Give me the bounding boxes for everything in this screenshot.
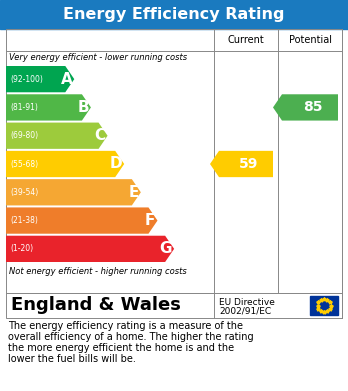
Text: Energy Efficiency Rating: Energy Efficiency Rating — [63, 7, 285, 22]
Text: (39-54): (39-54) — [10, 188, 38, 197]
Text: Not energy efficient - higher running costs: Not energy efficient - higher running co… — [9, 267, 187, 276]
Text: overall efficiency of a home. The higher the rating: overall efficiency of a home. The higher… — [8, 332, 254, 342]
Polygon shape — [6, 94, 91, 120]
Text: B: B — [77, 100, 89, 115]
Text: (81-91): (81-91) — [10, 103, 38, 112]
Polygon shape — [6, 179, 141, 205]
Polygon shape — [210, 151, 273, 177]
Bar — [6, 293, 342, 318]
Text: E: E — [128, 185, 139, 200]
Text: 59: 59 — [239, 157, 259, 171]
Text: lower the fuel bills will be.: lower the fuel bills will be. — [8, 354, 136, 364]
Text: England & Wales: England & Wales — [11, 296, 181, 314]
Bar — [310, 296, 338, 315]
Polygon shape — [6, 66, 74, 92]
Text: Current: Current — [228, 35, 264, 45]
Text: Potential: Potential — [288, 35, 332, 45]
Text: the more energy efficient the home is and the: the more energy efficient the home is an… — [8, 343, 234, 353]
Text: (69-80): (69-80) — [10, 131, 38, 140]
Polygon shape — [6, 208, 158, 234]
Polygon shape — [6, 122, 108, 149]
Text: F: F — [145, 213, 156, 228]
Polygon shape — [6, 236, 174, 262]
Text: A: A — [61, 72, 72, 87]
Bar — [6, 29, 342, 293]
Text: 2002/91/EC: 2002/91/EC — [219, 306, 271, 315]
Text: G: G — [160, 241, 172, 256]
Text: (21-38): (21-38) — [10, 216, 38, 225]
Bar — [0, 0, 348, 29]
Text: EU Directive: EU Directive — [219, 298, 275, 307]
Text: 85: 85 — [303, 100, 323, 115]
Text: Very energy efficient - lower running costs: Very energy efficient - lower running co… — [9, 54, 187, 63]
Text: C: C — [94, 128, 105, 143]
Text: (55-68): (55-68) — [10, 160, 38, 169]
Text: The energy efficiency rating is a measure of the: The energy efficiency rating is a measur… — [8, 321, 243, 331]
Polygon shape — [273, 94, 338, 120]
Text: D: D — [110, 156, 122, 172]
Text: (1-20): (1-20) — [10, 244, 33, 253]
Polygon shape — [6, 151, 124, 177]
Text: (92-100): (92-100) — [10, 75, 43, 84]
